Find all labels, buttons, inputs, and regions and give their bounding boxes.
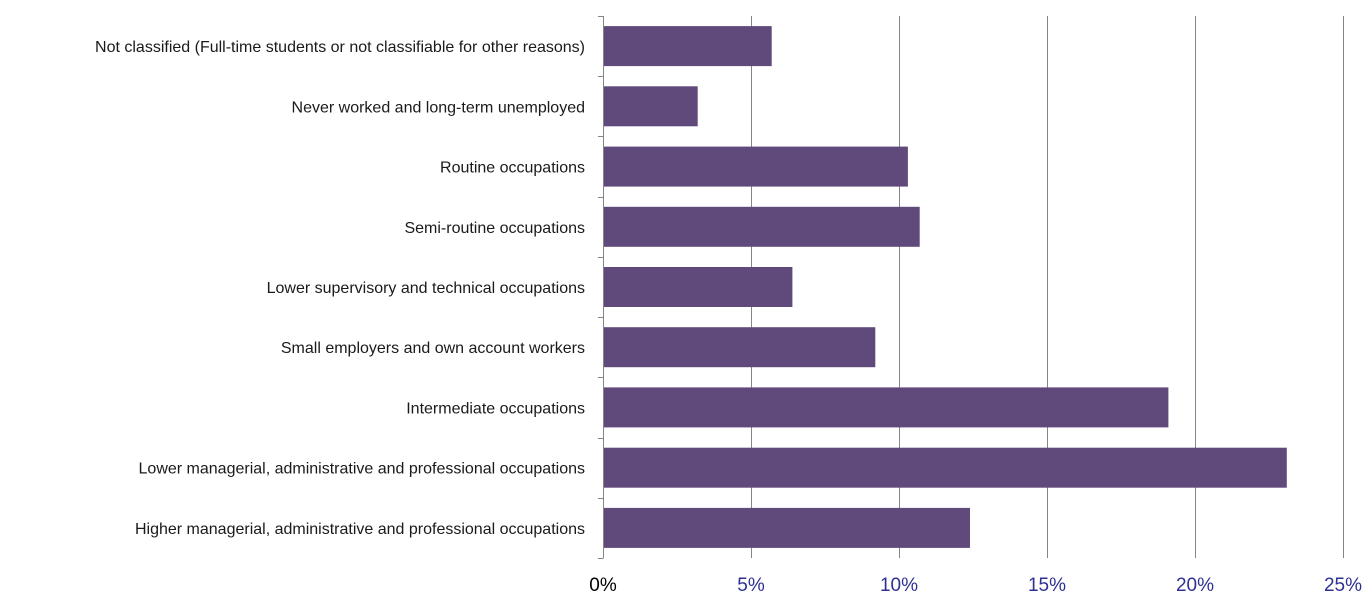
x-tick-label: 15% (1028, 575, 1066, 596)
category-axis (598, 16, 604, 559)
category-label: Small employers and own account workers (281, 340, 585, 357)
bar (604, 267, 793, 307)
x-tick-label: 20% (1176, 575, 1214, 596)
category-label: Never worked and long-term unemployed (292, 99, 585, 116)
x-tick-label: 5% (737, 575, 765, 596)
x-tick-label: 25% (1324, 575, 1362, 596)
category-label: Not classified (Full-time students or no… (95, 39, 585, 56)
category-label: Lower supervisory and technical occupati… (267, 280, 585, 297)
category-labels: Not classified (Full-time students or no… (95, 39, 585, 538)
bar (604, 387, 1169, 428)
bar (604, 206, 920, 247)
category-label: Routine occupations (440, 160, 585, 177)
bar (604, 327, 876, 368)
category-label: Intermediate occupations (406, 400, 585, 417)
category-label: Semi-routine occupations (404, 220, 585, 237)
bars (604, 26, 1287, 548)
bar (604, 447, 1287, 488)
bar (604, 507, 970, 548)
bar (604, 86, 698, 127)
category-label: Lower managerial, administrative and pro… (139, 461, 585, 478)
bar (604, 146, 908, 187)
category-label: Higher managerial, administrative and pr… (135, 521, 585, 538)
x-tick-label: 10% (880, 575, 918, 596)
x-tick-labels: 0% 5% 10% 15% 20% 25% (589, 575, 1362, 596)
bar (604, 26, 772, 67)
x-tick-label: 0% (589, 575, 617, 596)
